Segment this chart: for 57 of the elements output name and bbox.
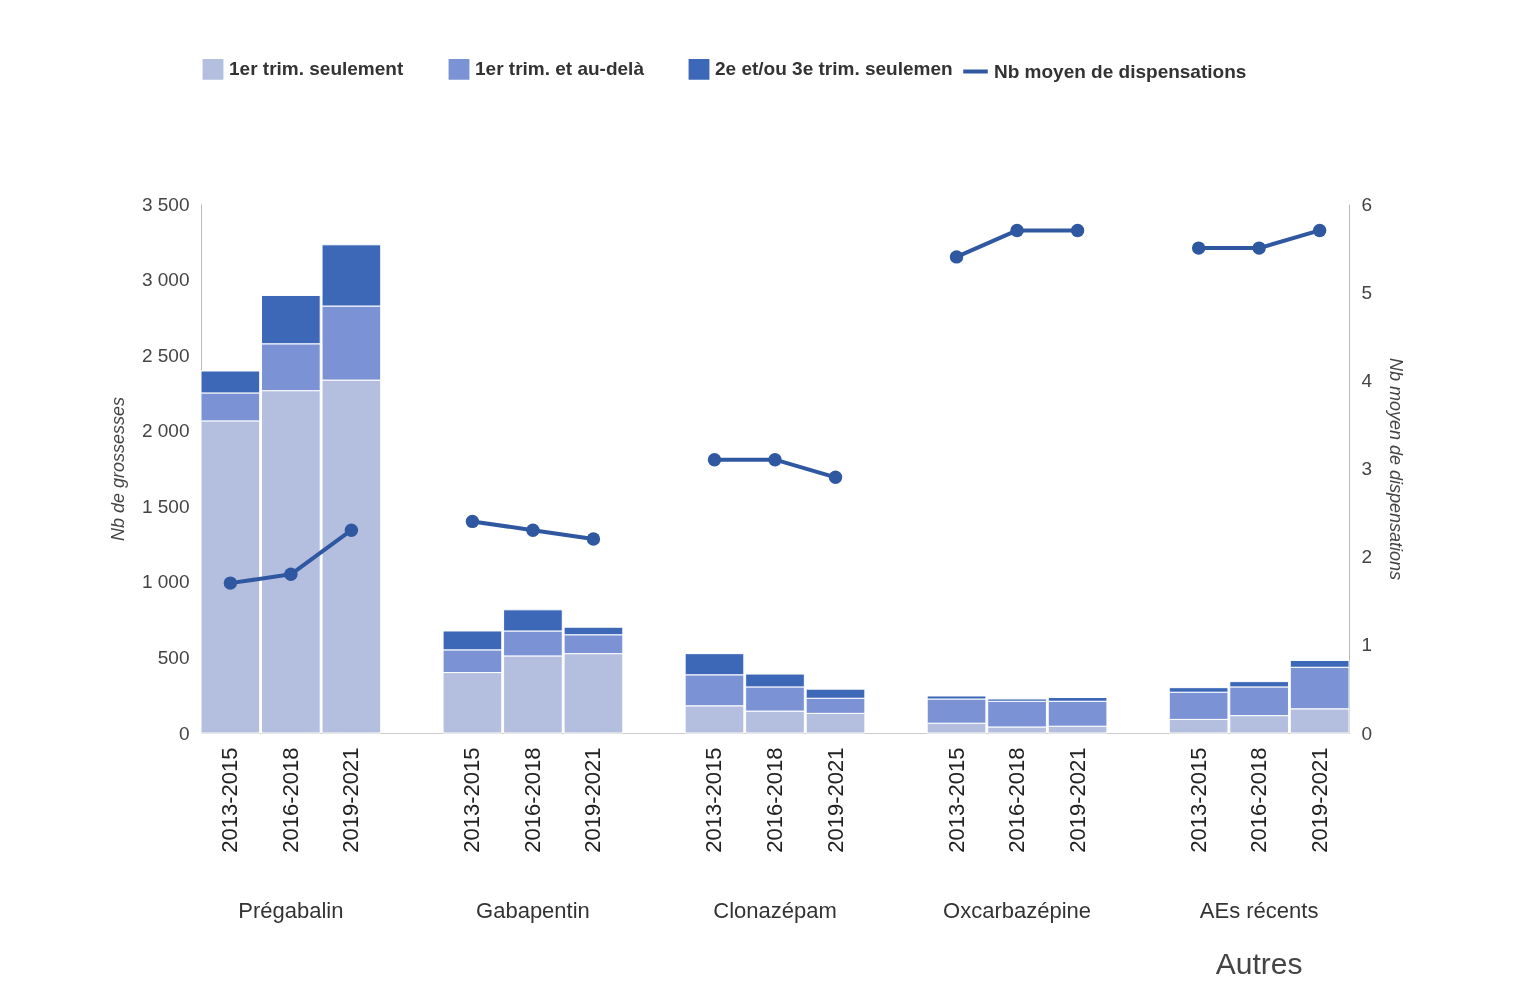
y-axis-title: Nb de grossesses xyxy=(107,396,128,542)
point xyxy=(344,523,359,537)
point xyxy=(526,523,540,537)
y-tick-label: 2 500 xyxy=(141,344,190,366)
x-tick-label: 2016-2018 xyxy=(519,747,545,853)
point xyxy=(768,452,782,467)
y2-tick-label: 0 xyxy=(1361,722,1373,744)
y-tick-label: 0 xyxy=(178,722,190,744)
x-tick-label: 2013-2015 xyxy=(943,747,969,853)
legend-label: 1er trim. et au-delà xyxy=(475,58,645,80)
point xyxy=(586,532,601,546)
y2-axis-title: Nb moyen de dispensations xyxy=(1386,357,1407,581)
x-tick-label: 2019-2021 xyxy=(1306,747,1332,853)
text: Prégabalin xyxy=(238,898,344,923)
legend-label: Nb moyen de dispensations xyxy=(994,60,1247,82)
point xyxy=(284,567,298,581)
point xyxy=(1010,223,1024,238)
point xyxy=(1252,241,1266,255)
legend-label: 2e et/ou 3e trim. seulemen xyxy=(715,58,953,80)
point xyxy=(949,250,964,264)
x-tick-label: 2013-2015 xyxy=(459,747,485,853)
point xyxy=(223,576,238,590)
point xyxy=(707,452,722,467)
x-tick-label: 2013-2015 xyxy=(217,747,243,853)
text: Oxcarbazépine xyxy=(943,898,1092,923)
y-tick-label: 1 500 xyxy=(141,495,190,517)
x-tick-label: 2016-2018 xyxy=(277,747,303,853)
text: Autres xyxy=(1215,947,1303,980)
x-tick-label: 2013-2015 xyxy=(701,747,727,853)
y2-tick-label: 6 xyxy=(1361,193,1373,215)
y2-tick-label: 5 xyxy=(1361,281,1373,303)
x-tick-label: 2019-2021 xyxy=(338,747,364,853)
y-tick-label: 3 000 xyxy=(141,269,190,291)
y-tick-label: 1 000 xyxy=(141,571,190,593)
y-tick-label: 2 000 xyxy=(141,420,190,442)
point xyxy=(465,514,480,529)
text: Gabapentin xyxy=(476,898,590,923)
x-tick-label: 2016-2018 xyxy=(1004,747,1030,853)
x-tick-label: 2019-2021 xyxy=(1064,747,1090,853)
y-tick-label: 500 xyxy=(157,646,190,668)
y2-tick-label: 1 xyxy=(1361,634,1373,656)
point xyxy=(1191,241,1206,255)
x-tick-label: 2016-2018 xyxy=(762,747,787,853)
point xyxy=(828,470,843,485)
y2-tick-label: 3 xyxy=(1361,458,1373,479)
text: AEs récents xyxy=(1199,898,1319,923)
x-tick-label: 2019-2021 xyxy=(822,747,848,853)
point xyxy=(1070,223,1085,238)
x-tick-label: 2016-2018 xyxy=(1246,747,1272,853)
y2-tick-label: 4 xyxy=(1361,369,1373,391)
x-tick-label: 2019-2021 xyxy=(580,747,606,853)
point xyxy=(1312,223,1327,238)
text: Clonazépam xyxy=(713,898,837,923)
legend-label: 1er trim. seulement xyxy=(229,58,404,80)
x-tick-label: 2013-2015 xyxy=(1185,747,1211,853)
y2-tick-label: 2 xyxy=(1361,546,1373,568)
y-tick-label: 3 500 xyxy=(141,193,190,215)
